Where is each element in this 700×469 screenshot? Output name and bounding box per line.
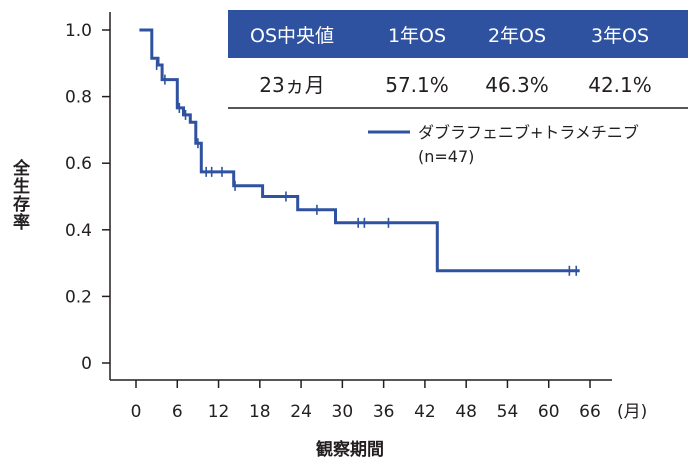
- x-tick-label: 12: [208, 402, 230, 422]
- x-tick-label: 60: [538, 402, 560, 422]
- y-tick-label: 0.6: [65, 154, 92, 174]
- x-tick-label: 6: [172, 402, 183, 422]
- x-axis-title: 観察期間: [316, 439, 384, 460]
- legend-label: ダブラフェニブ+トラメチニブ: [418, 123, 639, 142]
- y-tick-label: 1.0: [65, 21, 92, 41]
- table-header-cell: 3年OS: [591, 25, 649, 47]
- x-tick-label: 54: [497, 402, 519, 422]
- y-tick-label: 0: [81, 354, 92, 374]
- y-tick-label: 0.8: [65, 88, 92, 108]
- x-tick-label: 30: [332, 402, 354, 422]
- y-tick-label: 0.4: [65, 221, 92, 241]
- table-header-cell: 2年OS: [488, 25, 546, 47]
- y-axis-title: 全生存率: [9, 158, 31, 231]
- table-cell: 23ヵ月: [259, 73, 324, 97]
- table-cell: 57.1%: [385, 73, 449, 97]
- series-layer: [139, 28, 580, 276]
- table-cell: 42.1%: [588, 73, 652, 97]
- table-header-cell: OS中央値: [250, 25, 334, 47]
- survival-curve-0: [139, 28, 580, 273]
- x-tick-label: 42: [414, 402, 436, 422]
- axes: 0 0.2 0.4 0.6 0.8 1.0 0 6 12 18 24 30 36 42 48 54 60 66 (月…: [9, 12, 647, 460]
- x-tick-label: 24: [290, 402, 312, 422]
- os-table: OS中央値 1年OS 2年OS 3年OS 23ヵ月 57.1% 46.3% 42.1%: [228, 10, 688, 109]
- x-unit-label: (月): [617, 402, 647, 422]
- table-header-cell: 1年OS: [388, 25, 446, 47]
- x-tick-label: 18: [249, 402, 271, 422]
- x-tick-label: 66: [579, 402, 601, 422]
- x-tick-label: 48: [455, 402, 477, 422]
- x-tick-label: 36: [373, 402, 395, 422]
- x-tick-label: 0: [131, 402, 142, 422]
- table-cell: 46.3%: [485, 73, 549, 97]
- legend: ダブラフェニブ+トラメチニブ (n=47): [368, 123, 639, 166]
- table-header-bg: [228, 10, 688, 58]
- y-tick-label: 0.2: [65, 287, 92, 307]
- legend-sublabel: (n=47): [418, 147, 474, 166]
